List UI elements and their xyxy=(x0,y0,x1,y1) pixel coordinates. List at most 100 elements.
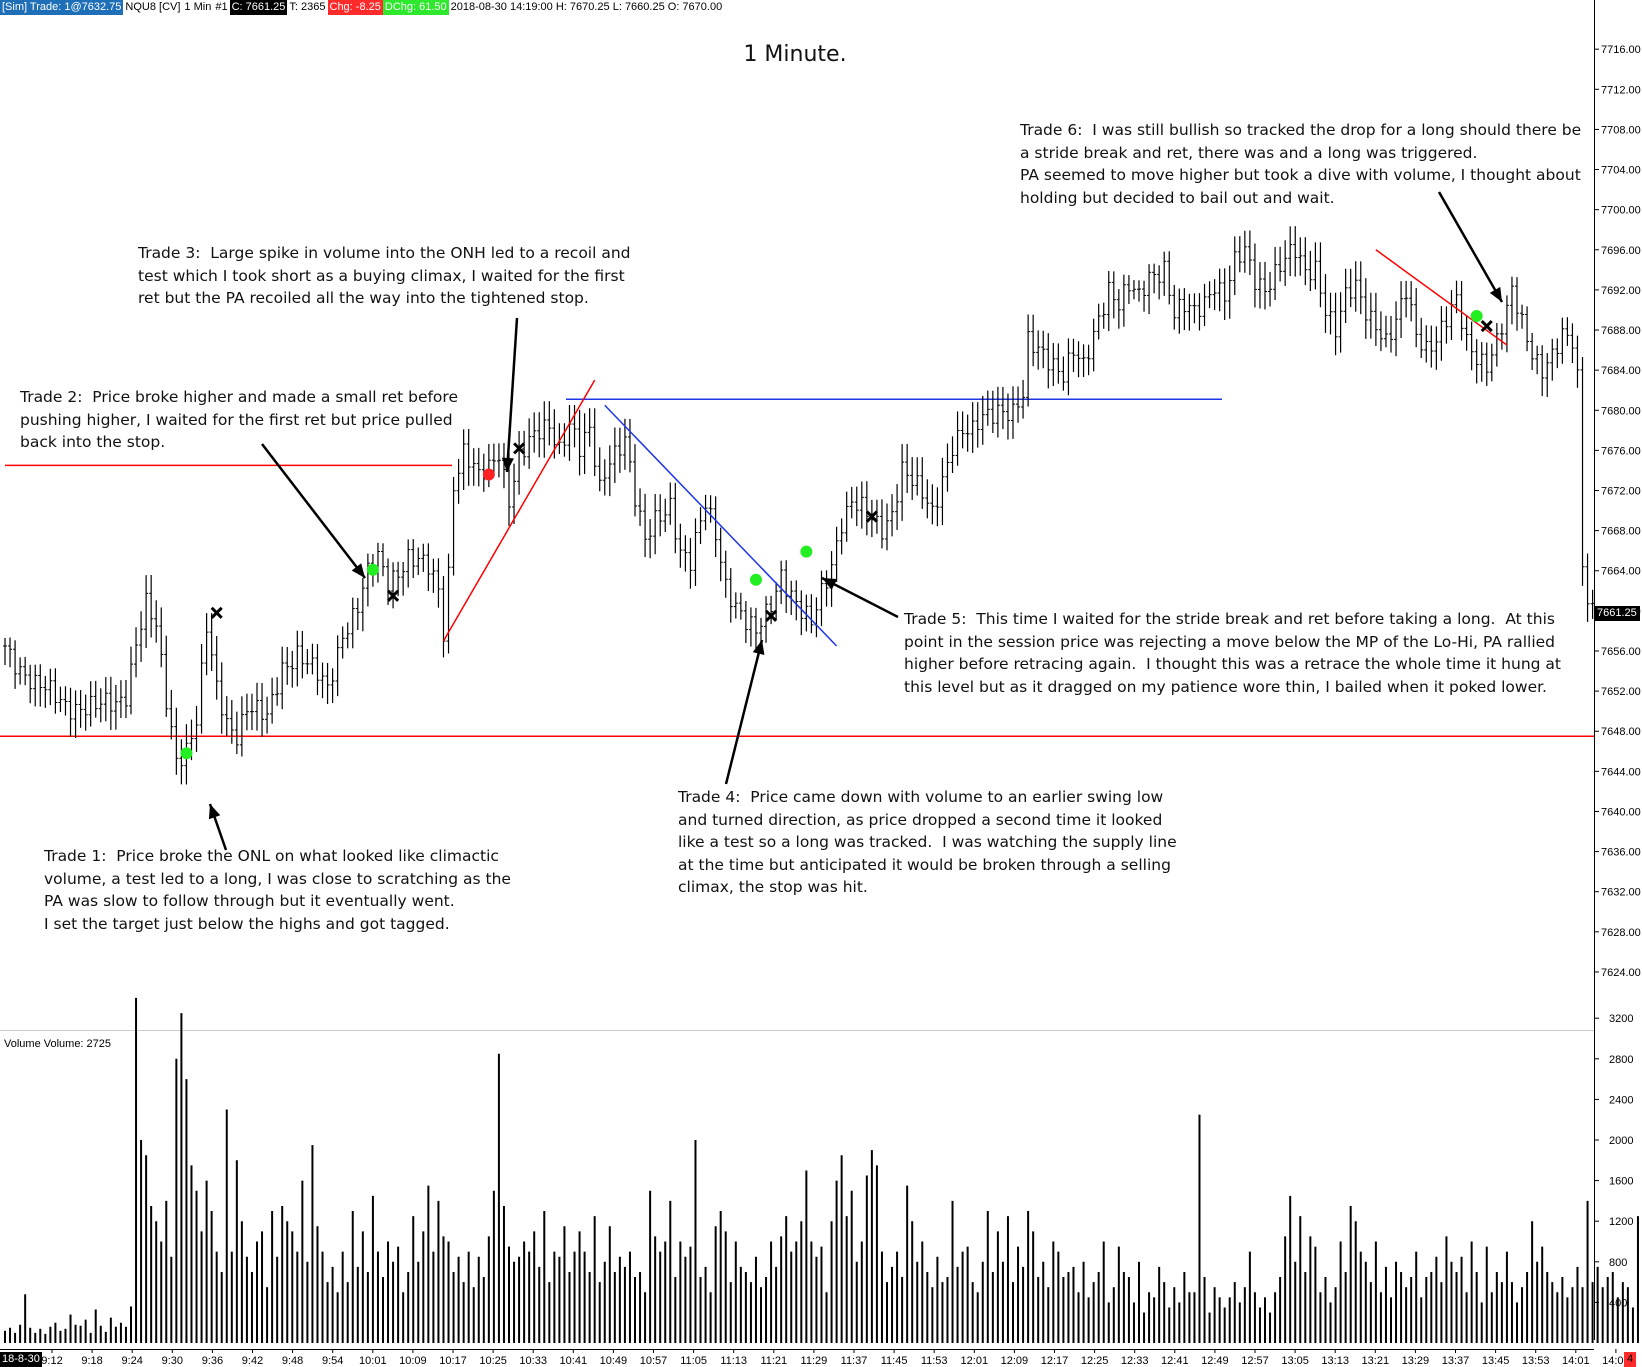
price-axis: 7716.00 7712.00 7708.00 7704.00 7700.00 7696.… xyxy=(1594,44,1641,979)
time-tick-label: 10:33 xyxy=(519,1355,547,1367)
time-tick-label: 12:09 xyxy=(1001,1355,1029,1367)
symbol-label: NQU8 [CV] xyxy=(125,1,181,13)
time-tick-label: 12:33 xyxy=(1121,1355,1149,1367)
time-tick-label: 9:36 xyxy=(202,1355,223,1367)
exit-marker xyxy=(865,510,878,523)
annotation-arrowhead xyxy=(822,578,838,590)
ohlc-label: 2018-08-30 14:19:00 H: 7670.25 L: 7660.2… xyxy=(450,1,723,13)
time-tick-label: 11:29 xyxy=(801,1355,828,1367)
time-tick-label: 9:30 xyxy=(162,1355,183,1367)
price-tick-label: 7624.00 xyxy=(1601,967,1641,979)
price-tick-label: 7632.00 xyxy=(1601,887,1641,899)
price-tick-label: 7656.00 xyxy=(1601,646,1641,658)
exit-marker xyxy=(765,609,778,622)
price-tick-label: 7628.00 xyxy=(1601,927,1641,939)
annotation-arrowhead xyxy=(208,804,221,820)
entry-long-marker xyxy=(749,573,762,586)
time-tick-label: 11:13 xyxy=(720,1355,747,1367)
time-tick-label: 14:01 xyxy=(1562,1355,1590,1367)
price-tick-label: 7676.00 xyxy=(1601,445,1641,457)
time-tick-label: 13:37 xyxy=(1442,1355,1470,1367)
time-tick-label: 9:54 xyxy=(322,1355,343,1367)
trade-markers xyxy=(180,309,1493,760)
volume-tick-label: 2400 xyxy=(1609,1094,1633,1106)
last-price-badge: 7661.25 xyxy=(1594,606,1640,621)
time-tick-label: 13:13 xyxy=(1321,1355,1349,1367)
time-tick-label: 11:37 xyxy=(841,1355,868,1367)
time-tick-label: 12:25 xyxy=(1081,1355,1109,1367)
time-tick-label: 11:45 xyxy=(881,1355,908,1367)
annotation-arrow xyxy=(724,639,764,785)
annotation-arrows xyxy=(208,191,1504,851)
price-tick-label: 7640.00 xyxy=(1601,806,1641,818)
trend-line xyxy=(604,404,838,647)
volume-tick-label: 800 xyxy=(1609,1257,1627,1269)
time-tick-label: 13:45 xyxy=(1482,1355,1510,1367)
entry-long-marker xyxy=(800,545,813,558)
entry-long-marker xyxy=(1470,309,1483,322)
time-tick-label: 13:05 xyxy=(1281,1355,1309,1367)
volume-axis: 320028002400200016001200800400 xyxy=(1594,1013,1633,1309)
time-axis: 9:12 9:18 9:24 9:30 9:36 9:42 9:48 9:54 10:01 10:… xyxy=(41,1349,1630,1367)
time-tick-label: 9:24 xyxy=(121,1355,142,1367)
change-label: Chg: -8.25 xyxy=(327,0,383,15)
annotation-arrow xyxy=(821,576,899,619)
entry-long-marker xyxy=(180,747,193,760)
volume-panel-label: Volume Volume: 2725 xyxy=(4,1038,112,1050)
exit-marker xyxy=(387,589,400,602)
trend-line xyxy=(442,379,596,642)
sim-trade-label: [Sim] Trade: 1@7632.75 xyxy=(0,0,124,15)
tick-count-label: T: 2365 xyxy=(289,1,326,13)
chart-header: [Sim] Trade: 1@7632.75 NQU8 [CV] 1 Min #… xyxy=(0,0,724,15)
price-tick-label: 7688.00 xyxy=(1601,325,1641,337)
price-tick-label: 7652.00 xyxy=(1601,686,1641,698)
daily-change-label: DChg: 61.50 xyxy=(382,0,449,15)
time-tick-label: 12:41 xyxy=(1161,1355,1189,1367)
close-price-label: C: 7661.25 xyxy=(229,0,288,15)
price-tick-label: 7716.00 xyxy=(1601,44,1641,56)
price-tick-label: 7684.00 xyxy=(1601,365,1641,377)
price-tick-label: 7692.00 xyxy=(1601,285,1641,297)
trade6-annotation: Trade 6: I was still bullish so tracked … xyxy=(1020,121,1582,207)
volume-tick-label: 1200 xyxy=(1609,1216,1633,1228)
time-tick-label: 10:57 xyxy=(640,1355,668,1367)
annotation-arrow xyxy=(505,317,519,473)
time-tick-label: 10:25 xyxy=(479,1355,507,1367)
time-tick-label: 14:09 xyxy=(1602,1355,1630,1367)
price-tick-label: 7712.00 xyxy=(1601,84,1641,96)
volume-tick-label: 3200 xyxy=(1609,1013,1633,1025)
annotation-arrowhead xyxy=(351,563,365,578)
price-tick-label: 7648.00 xyxy=(1601,726,1641,738)
time-tick-label: 11:05 xyxy=(680,1355,707,1367)
time-tick-label: 13:21 xyxy=(1362,1355,1390,1367)
time-tick-label: 10:17 xyxy=(439,1355,467,1367)
time-tick-label: 9:12 xyxy=(41,1355,62,1367)
price-tick-label: 7672.00 xyxy=(1601,486,1641,498)
time-tick-label: 12:49 xyxy=(1201,1355,1229,1367)
time-tick-label: 10:01 xyxy=(359,1355,387,1367)
price-tick-label: 7636.00 xyxy=(1601,847,1641,859)
chart-number-label: #1 xyxy=(215,1,228,13)
volume-tick-label: 2800 xyxy=(1609,1054,1633,1066)
corner-badge: 4 xyxy=(1624,1352,1637,1367)
exit-marker xyxy=(1480,319,1493,333)
price-tick-label: 7680.00 xyxy=(1601,405,1641,417)
interval-label: 1 Min xyxy=(184,1,212,13)
trade3-annotation: Trade 3: Large spike in volume into the … xyxy=(138,244,631,307)
trade2-annotation: Trade 2: Price broke higher and made a s… xyxy=(20,388,458,451)
price-bars xyxy=(3,226,1595,785)
time-tick-label: 12:17 xyxy=(1041,1355,1069,1367)
time-tick-label: 9:42 xyxy=(242,1355,263,1367)
price-tick-label: 7644.00 xyxy=(1601,766,1641,778)
entry-long-marker xyxy=(366,563,379,576)
time-tick-label: 12:01 xyxy=(961,1355,989,1367)
time-tick-label: 10:09 xyxy=(399,1355,427,1367)
annotation-arrow xyxy=(261,443,366,579)
price-tick-label: 7664.00 xyxy=(1601,566,1641,578)
price-tick-label: 7708.00 xyxy=(1601,124,1641,136)
trade1-annotation: Trade 1: Price broke the ONL on what loo… xyxy=(44,847,511,933)
trade5-annotation: Trade 5: This time I waited for the stri… xyxy=(904,610,1561,696)
session-date-tag: 18-8-30 xyxy=(0,1352,42,1367)
annotation-arrowhead xyxy=(752,640,765,656)
